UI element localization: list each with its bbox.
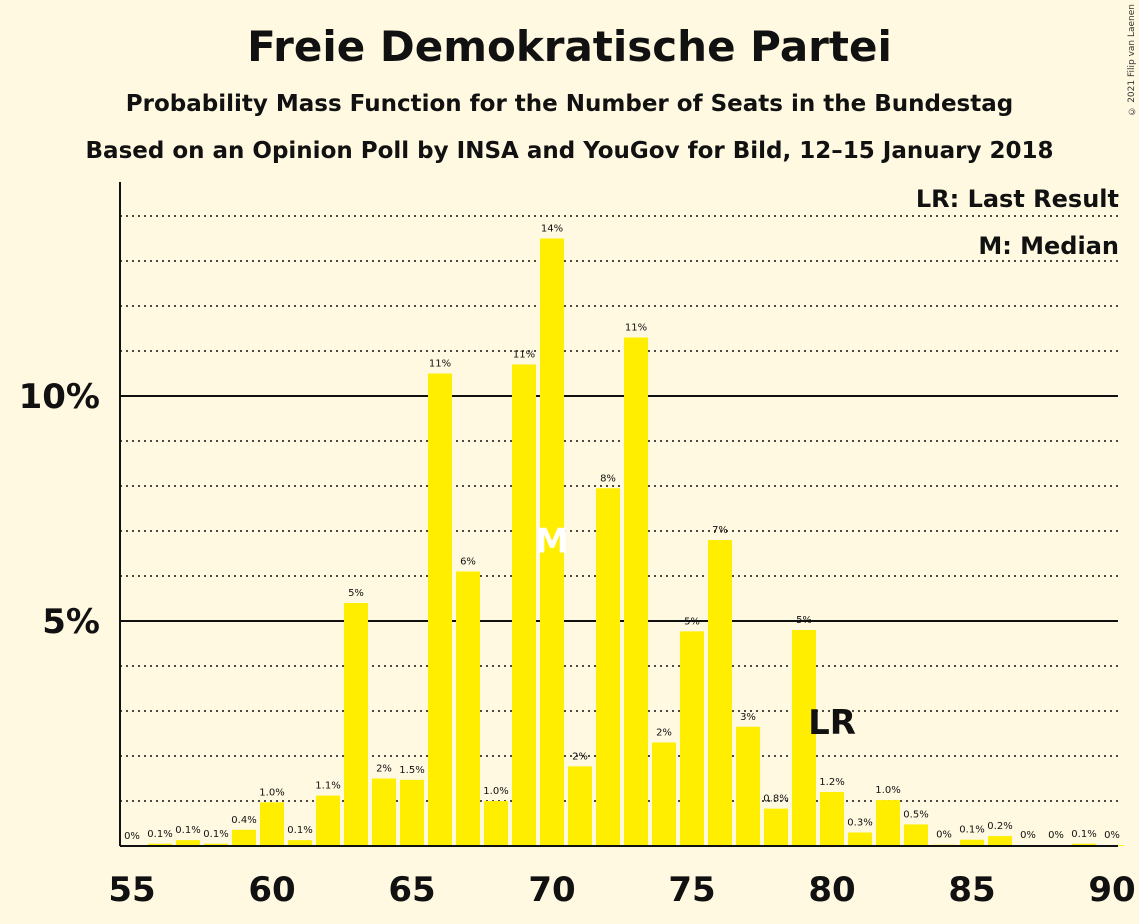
bar-label-seat-65: 1.5%	[399, 765, 424, 776]
bar-seat-64	[372, 778, 396, 846]
legend-last-result: LR: Last Result	[915, 185, 1119, 213]
x-tick-label: 85	[948, 870, 995, 910]
bar-label-seat-64: 2%	[376, 764, 392, 775]
bar-seat-89	[1072, 843, 1096, 846]
bar-seat-82	[876, 800, 900, 846]
bar-label-seat-73: 11%	[625, 323, 647, 334]
bar-label-seat-75: 5%	[684, 616, 700, 627]
bar-seat-67	[456, 571, 480, 846]
last-result-marker: LR	[808, 703, 856, 743]
bar-seat-59	[232, 829, 256, 846]
bar-label-seat-60: 1.0%	[259, 787, 284, 798]
bar-seat-85	[960, 839, 984, 846]
bar-label-seat-76: 7%	[712, 525, 728, 536]
bar-label-seat-77: 3%	[740, 712, 756, 723]
bar-label-seat-78: 0.8%	[763, 794, 788, 805]
bar-label-seat-89: 0.1%	[1071, 829, 1096, 840]
bar-label-seat-59: 0.4%	[231, 815, 256, 826]
x-tick-label: 70	[528, 870, 575, 910]
chart-title: Freie Demokratische Partei	[247, 22, 892, 71]
bar-seat-66	[428, 373, 452, 846]
bar-label-seat-69: 11%	[513, 350, 535, 361]
bar-label-seat-88: 0%	[1048, 830, 1064, 841]
chart-subtitle-source: Based on an Opinion Poll by INSA and You…	[85, 138, 1054, 164]
x-tick-label: 75	[668, 870, 715, 910]
bar-label-seat-57: 0.1%	[175, 825, 200, 836]
bar-label-seat-70: 14%	[541, 224, 563, 235]
bar-seat-62	[316, 795, 340, 846]
bar-label-seat-61: 0.1%	[287, 825, 312, 836]
bar-seat-61	[288, 840, 312, 846]
bar-label-seat-55: 0%	[124, 831, 140, 842]
bar-seat-74	[652, 742, 676, 846]
median-marker: M	[535, 521, 569, 561]
markers: M LR	[535, 521, 856, 743]
bar-label-seat-74: 2%	[656, 728, 672, 739]
bar-label-seat-58: 0.1%	[203, 829, 228, 840]
bar-seat-56	[148, 843, 172, 846]
bar-label-seat-83: 0.5%	[903, 809, 928, 820]
bar-label-seat-63: 5%	[348, 588, 364, 599]
bar-label-seat-62: 1.1%	[315, 781, 340, 792]
bar-label-seat-68: 1.0%	[483, 786, 508, 797]
bar-seat-70	[540, 238, 564, 846]
x-tick-label: 90	[1088, 870, 1135, 910]
bar-seat-83	[904, 824, 928, 846]
axes: 5% 10% 55 60 65 70 75 80 85 90	[19, 182, 1136, 910]
y-tick-label: 10%	[19, 377, 100, 417]
x-tick-label: 80	[808, 870, 855, 910]
bar-seat-72	[596, 488, 620, 846]
x-tick-label: 55	[108, 870, 155, 910]
bar-seat-75	[680, 631, 704, 846]
bar-seat-57	[176, 840, 200, 846]
bar-label-seat-81: 0.3%	[847, 818, 872, 829]
bar-seat-76	[708, 540, 732, 846]
bar-seat-79	[792, 630, 816, 846]
bar-label-seat-79: 5%	[796, 615, 812, 626]
bar-seat-78	[764, 808, 788, 846]
bars	[148, 238, 1124, 846]
bar-seat-71	[568, 766, 592, 846]
x-tick-label: 60	[248, 870, 295, 910]
bar-seat-80	[820, 792, 844, 846]
x-tick-label: 65	[388, 870, 435, 910]
bar-label-seat-72: 8%	[600, 473, 616, 484]
bar-label-seat-82: 1.0%	[875, 785, 900, 796]
bar-seat-86	[988, 836, 1012, 846]
bar-seat-65	[400, 779, 424, 846]
bar-seat-73	[624, 337, 648, 846]
bar-seat-58	[204, 843, 228, 846]
bar-seat-60	[260, 802, 284, 846]
bar-label-seat-66: 11%	[429, 359, 451, 370]
bar-label-seat-80: 1.2%	[819, 777, 844, 788]
bar-label-seat-85: 0.1%	[959, 825, 984, 836]
bar-label-seat-56: 0.1%	[147, 829, 172, 840]
bar-label-seat-90: 0%	[1104, 830, 1120, 841]
chart-subtitle-poll-type: Probability Mass Function for the Number…	[125, 91, 1014, 117]
bar-label-seat-87: 0%	[1020, 830, 1036, 841]
y-tick-label: 5%	[42, 602, 100, 642]
bar-labels: 0% 0.1% 0.1% 0.1%0.4%1.0%0.1%1.1%5%2% 1.5%11…	[124, 224, 1120, 843]
bar-seat-81	[848, 832, 872, 846]
bar-seat-63	[344, 603, 368, 846]
bar-label-seat-86: 0.2%	[987, 821, 1012, 832]
bar-label-seat-71: 2%	[572, 751, 588, 762]
bar-seat-68	[484, 801, 508, 846]
bar-label-seat-84: 0%	[936, 830, 952, 841]
legend-median: M: Median	[978, 232, 1119, 260]
bar-seat-69	[512, 364, 536, 846]
bar-label-seat-67: 6%	[460, 557, 476, 568]
bar-seat-77	[736, 726, 760, 846]
